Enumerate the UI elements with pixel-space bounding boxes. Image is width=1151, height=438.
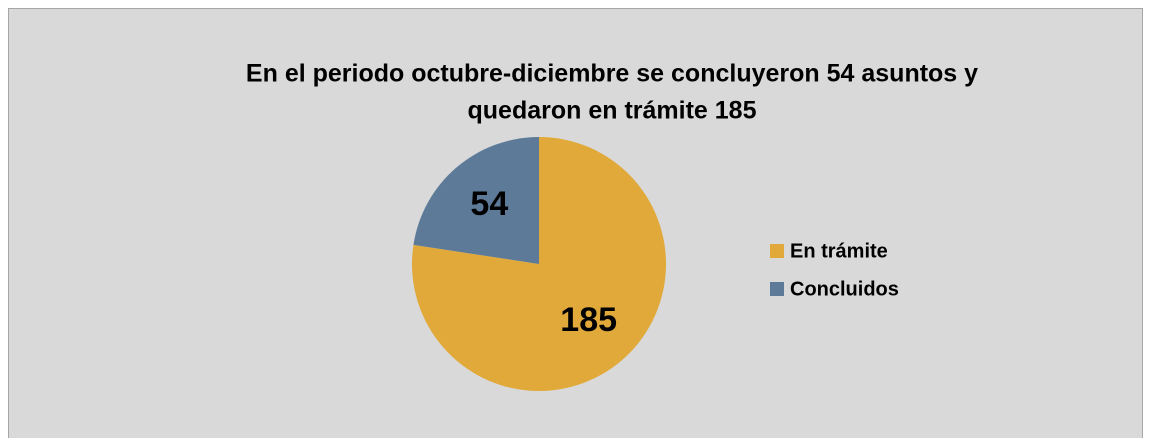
legend-swatch [770,282,784,296]
pie-slice [412,137,667,391]
chart-title: En el periodo octubre-diciembre se concl… [246,60,978,88]
data-label: 54 [470,185,508,223]
legend-swatch [770,244,784,258]
data-label: 185 [560,301,617,339]
legend-label: En trámite [790,240,888,262]
legend-label: Concluidos [790,278,899,300]
chart-title: quedaron en trámite 185 [468,97,757,125]
pie-slice [413,137,539,264]
